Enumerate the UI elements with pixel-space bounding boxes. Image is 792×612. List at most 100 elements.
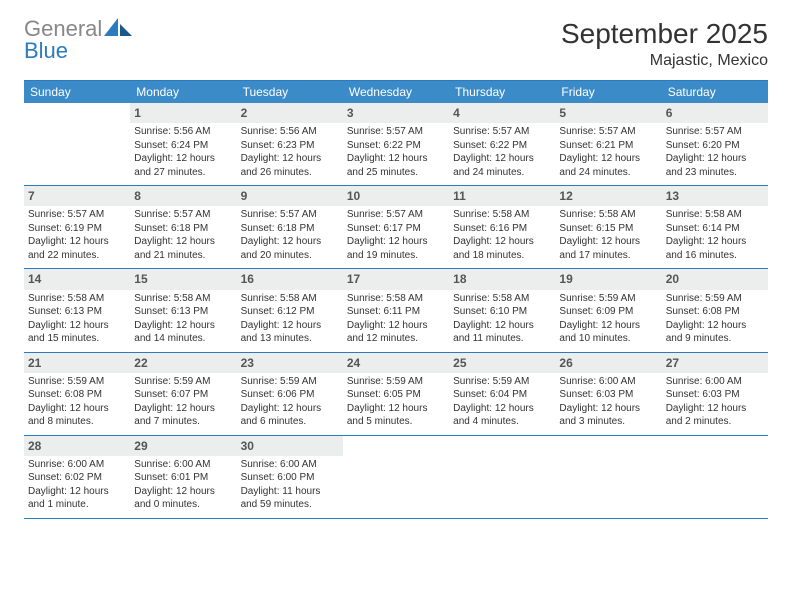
day-cell: 5Sunrise: 5:57 AMSunset: 6:21 PMDaylight… <box>555 103 661 185</box>
sunrise-text: Sunrise: 5:57 AM <box>559 125 657 139</box>
sunrise-text: Sunrise: 5:57 AM <box>347 208 445 222</box>
day-cell: 16Sunrise: 5:58 AMSunset: 6:12 PMDayligh… <box>237 269 343 351</box>
daylight-text: Daylight: 12 hours and 27 minutes. <box>134 152 232 179</box>
day-cell <box>555 436 661 518</box>
day-number: 16 <box>237 269 343 289</box>
daylight-text: Daylight: 12 hours and 16 minutes. <box>666 235 764 262</box>
daylight-text: Daylight: 12 hours and 24 minutes. <box>453 152 551 179</box>
sunrise-text: Sunrise: 5:59 AM <box>559 292 657 306</box>
daylight-text: Daylight: 12 hours and 23 minutes. <box>666 152 764 179</box>
day-number: 7 <box>24 186 130 206</box>
day-cell: 13Sunrise: 5:58 AMSunset: 6:14 PMDayligh… <box>662 186 768 268</box>
sunset-text: Sunset: 6:01 PM <box>134 471 232 485</box>
sunrise-text: Sunrise: 6:00 AM <box>241 458 339 472</box>
week-row: 21Sunrise: 5:59 AMSunset: 6:08 PMDayligh… <box>24 353 768 436</box>
day-cell: 27Sunrise: 6:00 AMSunset: 6:03 PMDayligh… <box>662 353 768 435</box>
sunrise-text: Sunrise: 5:59 AM <box>241 375 339 389</box>
day-cell: 9Sunrise: 5:57 AMSunset: 6:18 PMDaylight… <box>237 186 343 268</box>
sunset-text: Sunset: 6:02 PM <box>28 471 126 485</box>
sunrise-text: Sunrise: 5:57 AM <box>241 208 339 222</box>
day-cell: 4Sunrise: 5:57 AMSunset: 6:22 PMDaylight… <box>449 103 555 185</box>
sunrise-text: Sunrise: 6:00 AM <box>28 458 126 472</box>
sunset-text: Sunset: 6:21 PM <box>559 139 657 153</box>
sunrise-text: Sunrise: 5:58 AM <box>241 292 339 306</box>
daylight-text: Daylight: 12 hours and 14 minutes. <box>134 319 232 346</box>
logo-sail-icon <box>104 18 132 36</box>
day-number: 11 <box>449 186 555 206</box>
logo-text: General Blue <box>24 18 132 62</box>
day-number: 13 <box>662 186 768 206</box>
sunset-text: Sunset: 6:14 PM <box>666 222 764 236</box>
sunset-text: Sunset: 6:10 PM <box>453 305 551 319</box>
daylight-text: Daylight: 12 hours and 9 minutes. <box>666 319 764 346</box>
day-cell: 29Sunrise: 6:00 AMSunset: 6:01 PMDayligh… <box>130 436 236 518</box>
sunrise-text: Sunrise: 5:59 AM <box>28 375 126 389</box>
day-number: 1 <box>130 103 236 123</box>
day-cell: 19Sunrise: 5:59 AMSunset: 6:09 PMDayligh… <box>555 269 661 351</box>
sunrise-text: Sunrise: 5:58 AM <box>347 292 445 306</box>
sunset-text: Sunset: 6:17 PM <box>347 222 445 236</box>
daylight-text: Daylight: 12 hours and 5 minutes. <box>347 402 445 429</box>
day-cell: 3Sunrise: 5:57 AMSunset: 6:22 PMDaylight… <box>343 103 449 185</box>
week-row: 1Sunrise: 5:56 AMSunset: 6:24 PMDaylight… <box>24 103 768 186</box>
daylight-text: Daylight: 12 hours and 24 minutes. <box>559 152 657 179</box>
sunrise-text: Sunrise: 6:00 AM <box>559 375 657 389</box>
day-number: 18 <box>449 269 555 289</box>
day-number: 8 <box>130 186 236 206</box>
day-cell: 2 Sunrise: 5:56 AMSunset: 6:23 PMDaylight… <box>237 103 343 185</box>
sunrise-text: Sunrise: 5:57 AM <box>134 208 232 222</box>
sunset-text: Sunset: 6:16 PM <box>453 222 551 236</box>
day-cell: 12Sunrise: 5:58 AMSunset: 6:15 PMDayligh… <box>555 186 661 268</box>
day-cell: 28Sunrise: 6:00 AMSunset: 6:02 PMDayligh… <box>24 436 130 518</box>
day-number: 15 <box>130 269 236 289</box>
day-number: 23 <box>237 353 343 373</box>
day-cell: 10Sunrise: 5:57 AMSunset: 6:17 PMDayligh… <box>343 186 449 268</box>
sunrise-text: Sunrise: 5:59 AM <box>666 292 764 306</box>
sunset-text: Sunset: 6:00 PM <box>241 471 339 485</box>
sunrise-text: Sunrise: 5:58 AM <box>453 292 551 306</box>
day-cell <box>343 436 449 518</box>
day-cell: 1Sunrise: 5:56 AMSunset: 6:24 PMDaylight… <box>130 103 236 185</box>
day-number: 26 <box>555 353 661 373</box>
weekday-label: Thursday <box>449 81 555 103</box>
sunrise-text: Sunrise: 6:00 AM <box>134 458 232 472</box>
day-cell: 7Sunrise: 5:57 AMSunset: 6:19 PMDaylight… <box>24 186 130 268</box>
day-cell: 15Sunrise: 5:58 AMSunset: 6:13 PMDayligh… <box>130 269 236 351</box>
day-number: 6 <box>662 103 768 123</box>
daylight-text: Daylight: 12 hours and 15 minutes. <box>28 319 126 346</box>
daylight-text: Daylight: 12 hours and 26 minutes. <box>241 152 339 179</box>
sunrise-text: Sunrise: 5:58 AM <box>559 208 657 222</box>
sunrise-text: Sunrise: 5:59 AM <box>453 375 551 389</box>
sunset-text: Sunset: 6:18 PM <box>134 222 232 236</box>
sunrise-text: Sunrise: 5:56 AM <box>241 125 339 139</box>
sunrise-text: Sunrise: 5:57 AM <box>347 125 445 139</box>
sunset-text: Sunset: 6:12 PM <box>241 305 339 319</box>
day-number: 14 <box>24 269 130 289</box>
day-number: 30 <box>237 436 343 456</box>
sunset-text: Sunset: 6:19 PM <box>28 222 126 236</box>
sunrise-text: Sunrise: 5:57 AM <box>666 125 764 139</box>
daylight-text: Daylight: 12 hours and 2 minutes. <box>666 402 764 429</box>
sunset-text: Sunset: 6:13 PM <box>134 305 232 319</box>
day-cell: 8Sunrise: 5:57 AMSunset: 6:18 PMDaylight… <box>130 186 236 268</box>
calendar: SundayMondayTuesdayWednesdayThursdayFrid… <box>24 80 768 519</box>
sunrise-text: Sunrise: 5:58 AM <box>453 208 551 222</box>
daylight-text: Daylight: 12 hours and 25 minutes. <box>347 152 445 179</box>
day-cell: 20Sunrise: 5:59 AMSunset: 6:08 PMDayligh… <box>662 269 768 351</box>
sunset-text: Sunset: 6:20 PM <box>666 139 764 153</box>
day-number: 27 <box>662 353 768 373</box>
sunrise-text: Sunrise: 5:59 AM <box>347 375 445 389</box>
daylight-text: Daylight: 12 hours and 4 minutes. <box>453 402 551 429</box>
day-number: 20 <box>662 269 768 289</box>
day-number: 3 <box>343 103 449 123</box>
day-cell: 23Sunrise: 5:59 AMSunset: 6:06 PMDayligh… <box>237 353 343 435</box>
sunrise-text: Sunrise: 5:57 AM <box>28 208 126 222</box>
day-cell: 21Sunrise: 5:59 AMSunset: 6:08 PMDayligh… <box>24 353 130 435</box>
weekday-label: Monday <box>130 81 236 103</box>
day-number: 2 <box>237 103 343 123</box>
daylight-text: Daylight: 12 hours and 1 minute. <box>28 485 126 512</box>
daylight-text: Daylight: 12 hours and 12 minutes. <box>347 319 445 346</box>
sunset-text: Sunset: 6:04 PM <box>453 388 551 402</box>
sunset-text: Sunset: 6:23 PM <box>241 139 339 153</box>
daylight-text: Daylight: 12 hours and 8 minutes. <box>28 402 126 429</box>
